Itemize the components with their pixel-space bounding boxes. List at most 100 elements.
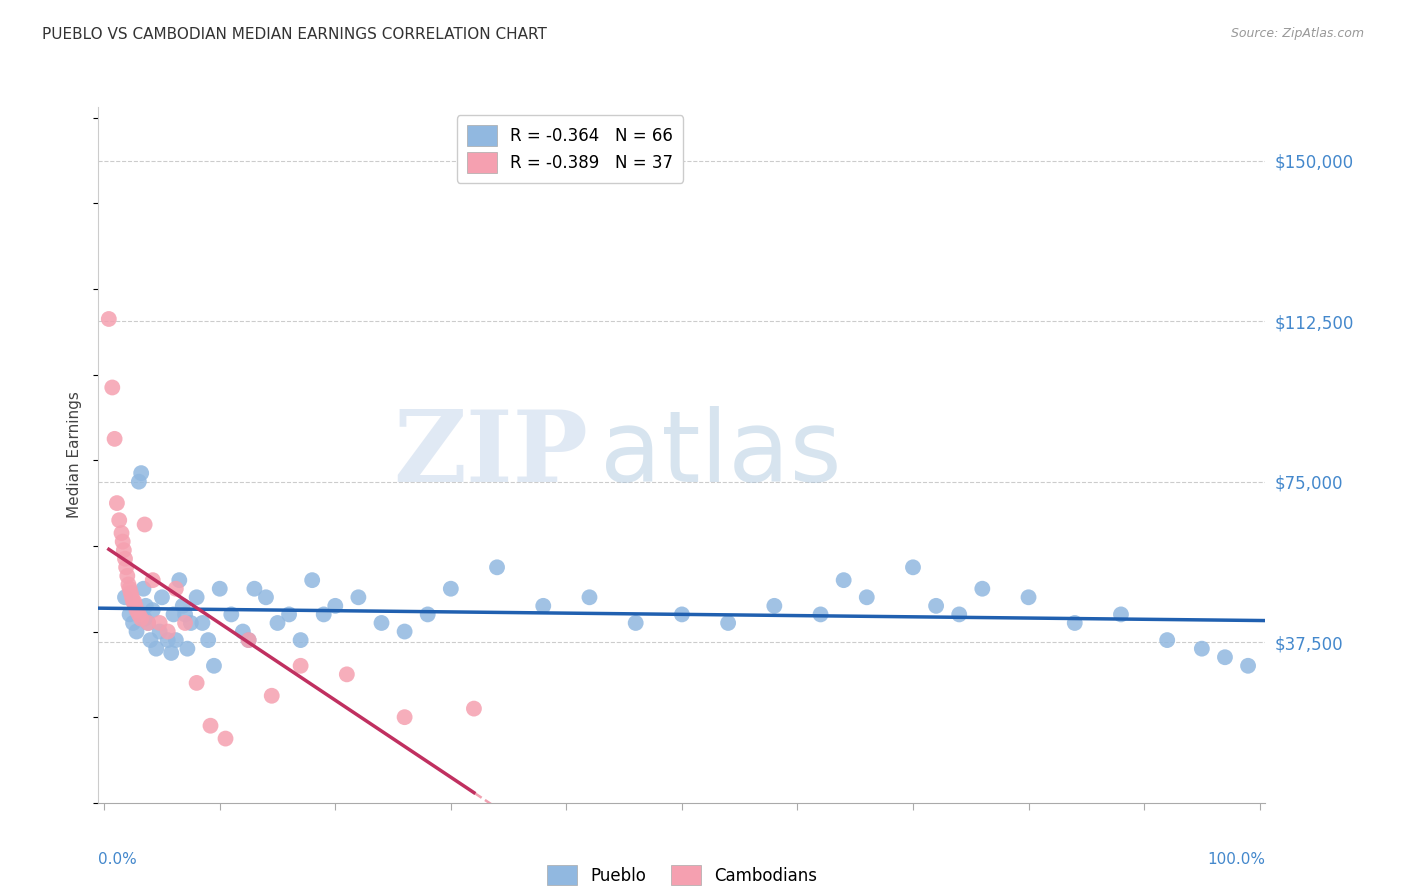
Point <box>238 633 260 648</box>
Point <box>278 607 301 622</box>
Point <box>197 633 219 648</box>
Point <box>115 560 138 574</box>
Point <box>129 466 152 480</box>
Point <box>370 615 392 630</box>
Point <box>132 582 155 596</box>
Point <box>165 582 187 596</box>
Point <box>763 599 786 613</box>
Point <box>1156 633 1178 648</box>
Point <box>671 607 693 622</box>
Point <box>186 591 208 605</box>
Point <box>394 624 416 639</box>
Point <box>463 701 485 715</box>
Point <box>232 624 254 639</box>
Point <box>128 607 150 622</box>
Point <box>142 573 165 587</box>
Text: PUEBLO VS CAMBODIAN MEDIAN EARNINGS CORRELATION CHART: PUEBLO VS CAMBODIAN MEDIAN EARNINGS CORR… <box>42 27 547 42</box>
Point <box>118 582 141 596</box>
Point <box>972 582 994 596</box>
Text: 100.0%: 100.0% <box>1208 852 1265 866</box>
Point <box>394 710 416 724</box>
Point <box>347 591 370 605</box>
Point <box>111 534 134 549</box>
Point <box>156 624 179 639</box>
Point <box>336 667 359 681</box>
Point <box>121 591 143 605</box>
Point <box>191 615 214 630</box>
Text: Source: ZipAtlas.com: Source: ZipAtlas.com <box>1230 27 1364 40</box>
Point <box>156 633 179 648</box>
Point <box>124 599 146 613</box>
Point <box>901 560 924 574</box>
Point <box>160 646 183 660</box>
Point <box>486 560 509 574</box>
Point <box>139 633 162 648</box>
Point <box>176 641 198 656</box>
Point <box>149 624 172 639</box>
Point <box>108 513 131 527</box>
Point <box>855 591 877 605</box>
Legend: Pueblo, Cambodians: Pueblo, Cambodians <box>540 858 824 892</box>
Point <box>1018 591 1040 605</box>
Point <box>1063 615 1085 630</box>
Point <box>200 719 222 733</box>
Point <box>101 380 124 394</box>
Point <box>120 586 142 600</box>
Point <box>122 594 145 608</box>
Point <box>1213 650 1236 665</box>
Point <box>301 573 323 587</box>
Point <box>104 432 127 446</box>
Point <box>129 612 152 626</box>
Point <box>174 615 197 630</box>
Point <box>238 633 260 648</box>
Text: atlas: atlas <box>600 407 842 503</box>
Point <box>1109 607 1132 622</box>
Point <box>174 607 197 622</box>
Point <box>110 526 132 541</box>
Point <box>162 607 184 622</box>
Point <box>128 475 150 489</box>
Point <box>122 615 145 630</box>
Point <box>117 577 139 591</box>
Point <box>122 594 145 608</box>
Point <box>624 615 647 630</box>
Point <box>717 615 740 630</box>
Text: ZIP: ZIP <box>394 407 589 503</box>
Point <box>149 615 172 630</box>
Point <box>1191 641 1213 656</box>
Point <box>578 591 600 605</box>
Point <box>208 582 231 596</box>
Point <box>145 641 167 656</box>
Point <box>105 496 128 510</box>
Point <box>810 607 832 622</box>
Point <box>97 312 120 326</box>
Point <box>142 603 165 617</box>
Point <box>165 633 187 648</box>
Point <box>134 517 156 532</box>
Point <box>221 607 243 622</box>
Point <box>925 599 948 613</box>
Point <box>117 569 139 583</box>
Point <box>118 607 141 622</box>
Point <box>323 599 346 613</box>
Point <box>114 591 136 605</box>
Point <box>186 676 208 690</box>
Point <box>169 573 191 587</box>
Point <box>180 615 202 630</box>
Point <box>290 633 312 648</box>
Point <box>125 603 148 617</box>
Point <box>948 607 970 622</box>
Point <box>440 582 463 596</box>
Point <box>112 543 135 558</box>
Point <box>214 731 236 746</box>
Point <box>135 599 157 613</box>
Point <box>125 624 148 639</box>
Point <box>531 599 554 613</box>
Point <box>136 615 159 630</box>
Y-axis label: Median Earnings: Median Earnings <box>67 392 83 518</box>
Point <box>266 615 288 630</box>
Point <box>172 599 194 613</box>
Point <box>832 573 855 587</box>
Point <box>114 551 136 566</box>
Text: 0.0%: 0.0% <box>98 852 138 866</box>
